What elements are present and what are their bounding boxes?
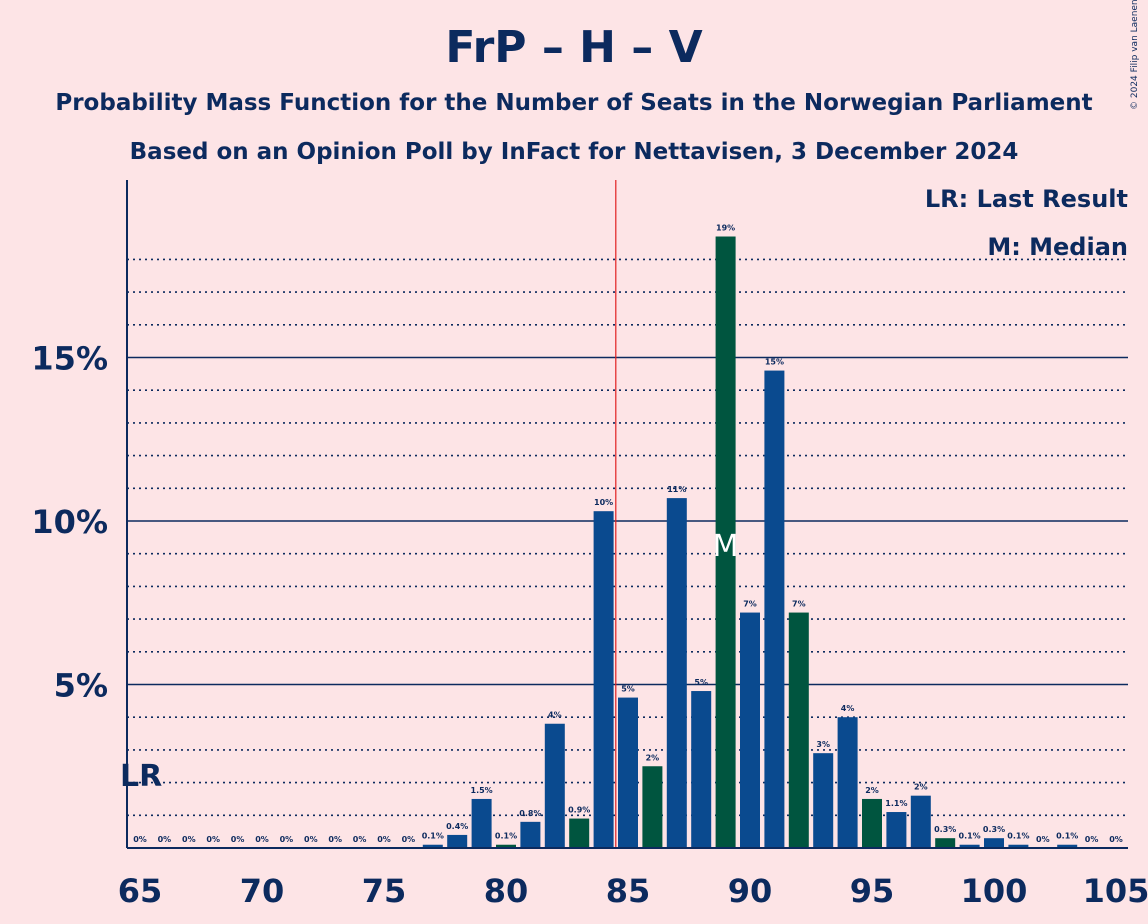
bar-label-73: 0% — [328, 835, 342, 844]
bar-label-96: 1.1% — [885, 799, 907, 808]
bar-label-95: 2% — [865, 786, 879, 795]
bar-seat-103 — [1057, 844, 1078, 848]
y-tick-label: 5% — [54, 667, 108, 705]
bar-label-70: 0% — [255, 835, 269, 844]
bar-label-75: 0% — [377, 835, 391, 844]
bar-seat-99 — [959, 844, 980, 848]
bar-label-66: 0% — [158, 835, 172, 844]
bar-label-78: 0.4% — [446, 822, 468, 831]
bar-seat-87 — [666, 498, 687, 848]
bar-seat-101 — [1008, 844, 1029, 848]
bar-label-84: 10% — [594, 498, 613, 507]
bar-label-105: 0% — [1109, 835, 1123, 844]
bar-label-82: 4% — [548, 711, 562, 720]
bar-seat-91 — [764, 370, 785, 848]
bar-label-98: 0.3% — [934, 825, 956, 834]
bar-label-91: 15% — [765, 358, 784, 367]
median-marker: M — [713, 529, 739, 564]
bar-seat-94 — [837, 717, 858, 848]
bar-label-90: 7% — [743, 600, 757, 609]
bar-label-77: 0.1% — [422, 832, 444, 841]
x-tick-label: 105 — [1083, 872, 1148, 910]
bar-seat-79 — [471, 798, 492, 848]
bar-seat-98 — [935, 838, 956, 848]
bar-seat-100 — [984, 838, 1004, 848]
x-tick-label: 90 — [728, 872, 773, 910]
bar-seat-90 — [740, 612, 760, 848]
bar-label-104: 0% — [1085, 835, 1099, 844]
bar-label-102: 0% — [1036, 835, 1050, 844]
bar-label-80: 0.1% — [495, 832, 517, 841]
bar-label-99: 0.1% — [959, 832, 981, 841]
bar-seat-93 — [813, 753, 834, 848]
bar-seat-85 — [618, 697, 638, 848]
bar-seat-84 — [593, 511, 614, 848]
bar-seat-95 — [862, 798, 882, 848]
chart-subtitle-2: Based on an Opinion Poll by InFact for N… — [129, 139, 1019, 165]
bar-label-85: 5% — [621, 685, 635, 694]
bar-seat-80 — [496, 844, 516, 848]
legend-last-result: LR: Last Result — [924, 185, 1128, 213]
bar-label-92: 7% — [792, 600, 806, 609]
bar-label-68: 0% — [206, 835, 220, 844]
bar-label-88: 5% — [694, 678, 708, 687]
bar-label-71: 0% — [280, 835, 294, 844]
bar-label-76: 0% — [402, 835, 416, 844]
bar-label-101: 0.1% — [1007, 832, 1029, 841]
x-tick-label: 70 — [240, 872, 285, 910]
x-tick-label: 95 — [850, 872, 895, 910]
bar-label-83: 0.9% — [568, 806, 590, 815]
bar-label-87: 11% — [667, 485, 686, 494]
bar-label-67: 0% — [182, 835, 196, 844]
bar-label-79: 1.5% — [471, 786, 493, 795]
bar-seat-88 — [691, 691, 712, 848]
legend-median: M: Median — [987, 233, 1128, 261]
chart-title: FrP – H – V — [445, 22, 703, 73]
bar-label-65: 0% — [133, 835, 147, 844]
bar-seat-86 — [642, 766, 663, 848]
bar-seat-82 — [544, 723, 565, 848]
x-tick-label: 85 — [606, 872, 651, 910]
bar-seat-97 — [910, 795, 931, 848]
bar-label-81: 0.8% — [519, 809, 541, 818]
bar-label-89: 19% — [716, 224, 735, 233]
bar-label-74: 0% — [353, 835, 367, 844]
bar-label-100: 0.3% — [983, 825, 1005, 834]
chart-subtitle-1: Probability Mass Function for the Number… — [55, 90, 1093, 116]
bar-label-86: 2% — [646, 753, 660, 762]
bar-label-103: 0.1% — [1056, 832, 1078, 841]
bar-seat-92 — [788, 612, 809, 848]
bar-seat-77 — [422, 844, 443, 848]
y-tick-label: 15% — [31, 340, 108, 378]
bar-label-93: 3% — [816, 740, 830, 749]
bar-seat-89 — [715, 236, 736, 848]
bar-seat-96 — [886, 812, 907, 848]
bar-seat-81 — [520, 821, 541, 848]
x-tick-label: 80 — [484, 872, 529, 910]
x-tick-label: 65 — [118, 872, 163, 910]
y-tick-label: 10% — [31, 503, 108, 541]
x-tick-label: 75 — [362, 872, 407, 910]
bar-label-69: 0% — [231, 835, 245, 844]
bar-label-72: 0% — [304, 835, 318, 844]
bar-label-97: 2% — [914, 783, 928, 792]
bar-label-94: 4% — [841, 704, 855, 713]
bar-seat-83 — [569, 818, 590, 848]
bar-seat-78 — [447, 834, 468, 848]
x-tick-label: 100 — [961, 872, 1028, 910]
